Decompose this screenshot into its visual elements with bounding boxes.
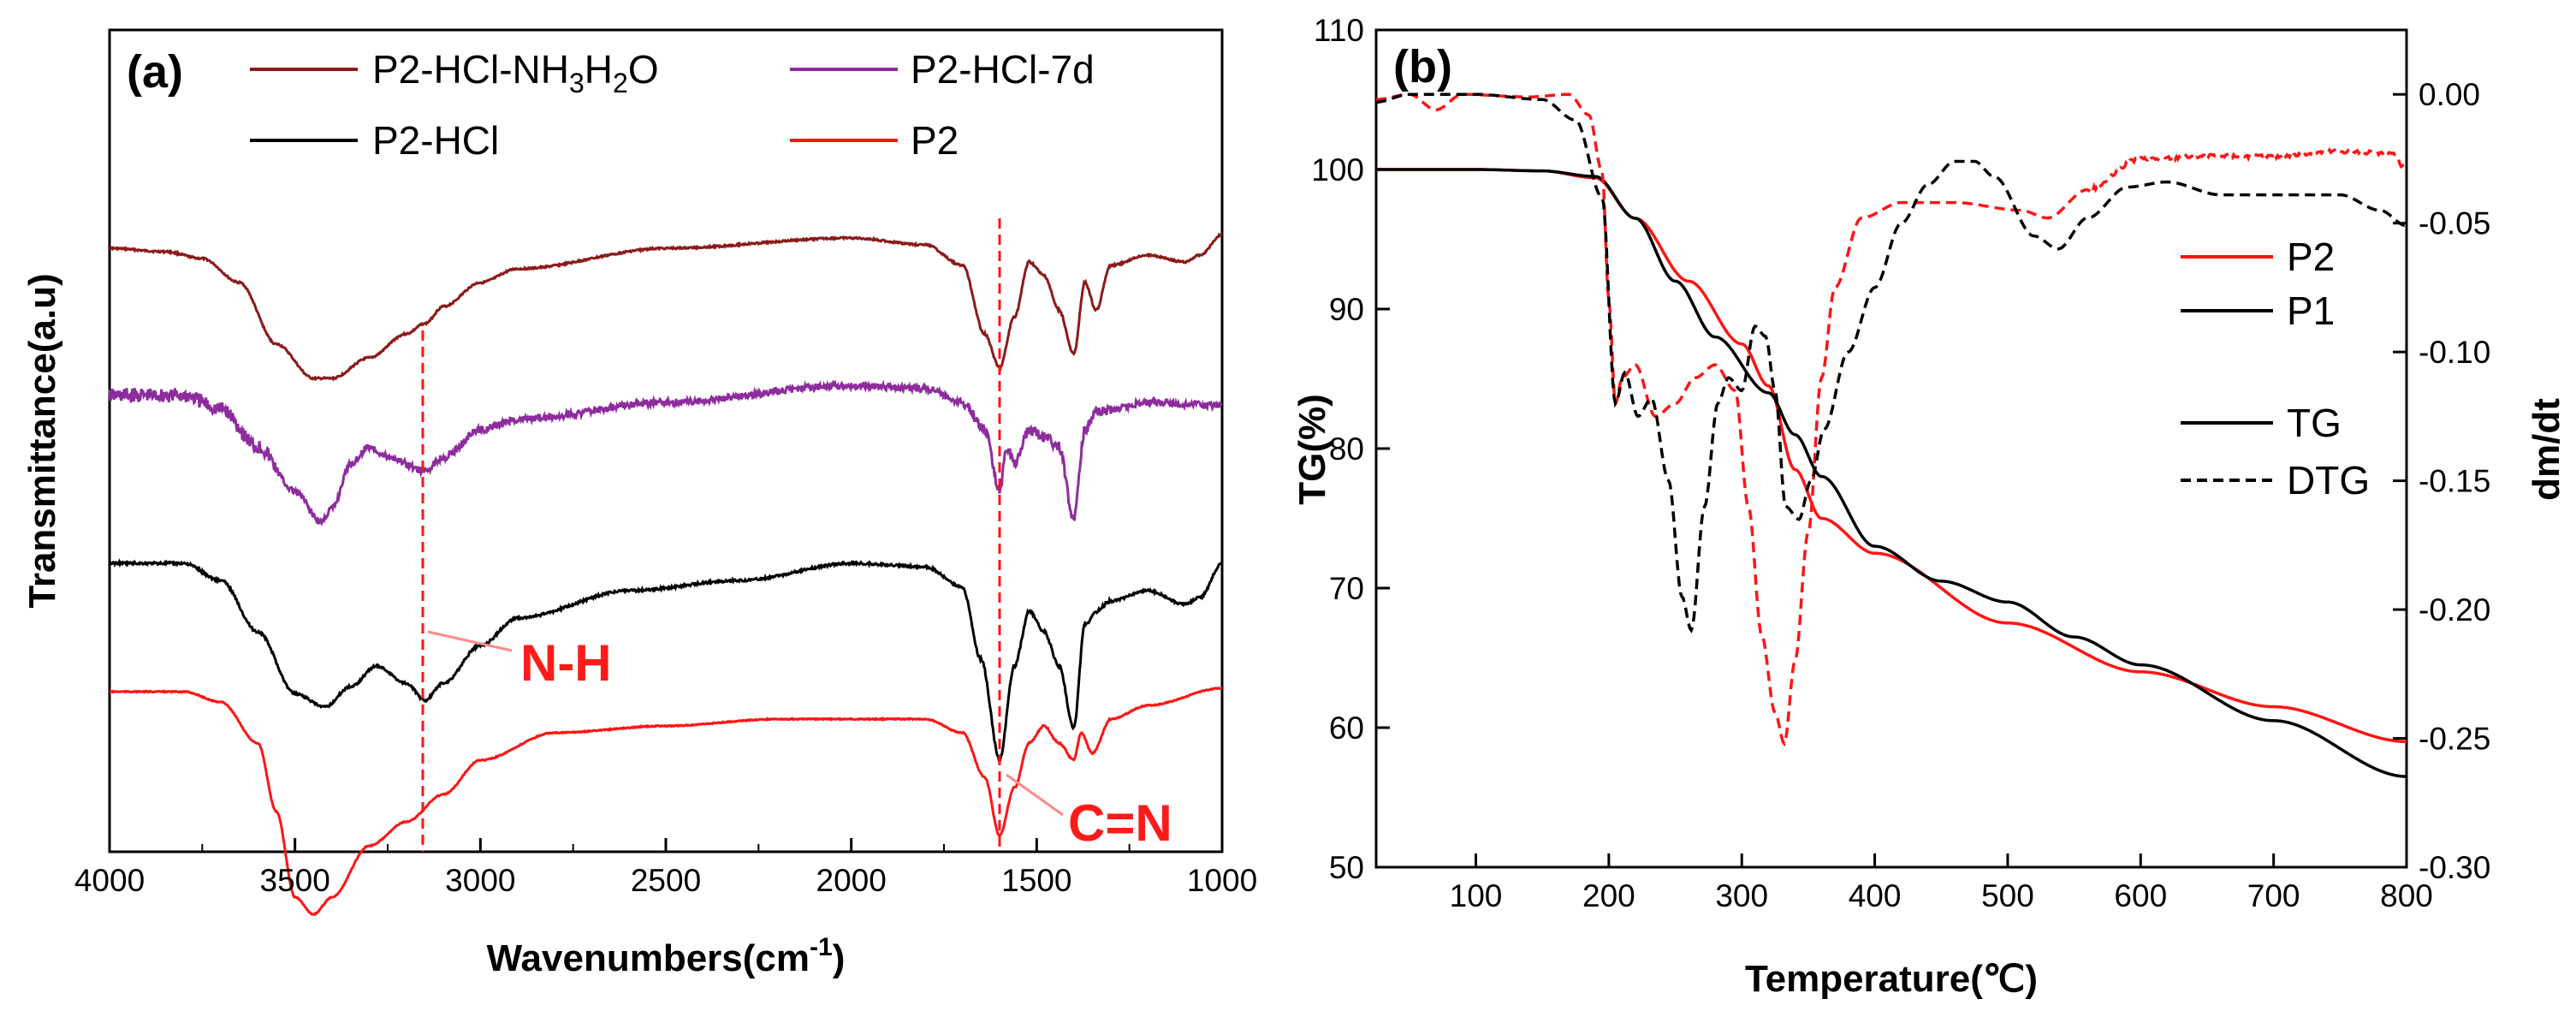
tga-y-tick-label: 110 — [1314, 13, 1364, 48]
ftir-panel: 4000 3500 3000 2500 2000 1500 1000 (a) P2-HCl-… — [21, 28, 1257, 979]
tga-y2-axis-title: dm/dt — [2526, 398, 2567, 501]
tga-series-p2-dtg — [1376, 92, 2407, 747]
tga-y-tick-label: 70 — [1329, 571, 1364, 606]
nh-annotation: N-H — [520, 634, 612, 692]
tga-series-group — [1375, 92, 2407, 778]
legend-label-p2-hcl-7d: P2-HCl-7d — [911, 47, 1095, 92]
legend-label-tga-p1: P1 — [2287, 288, 2335, 333]
tga-plot-frame — [1374, 28, 2408, 869]
legend-label-tg: TG — [2287, 401, 2342, 445]
ftir-legend: P2-HCl-NH3H2O P2-HCl-7d P2-HCl P2 — [250, 47, 1095, 163]
ftir-series-p2-hcl-7d — [108, 379, 1223, 526]
cn-annotation: C=N — [1068, 794, 1172, 852]
tga-y-ticks: 50 60 70 80 90 100 110 — [1311, 13, 1390, 885]
tga-y-tick-label: 100 — [1311, 152, 1364, 187]
tga-y2-tick-label: -0.25 — [2419, 722, 2490, 757]
cn-annotation-leader — [1006, 773, 1064, 817]
tga-series-p1-dtg — [1375, 92, 2407, 633]
tga-x-tick-label: 600 — [2114, 878, 2167, 913]
legend-label-tga-p2: P2 — [2287, 235, 2335, 279]
tga-x-tick-label: 300 — [1715, 878, 1768, 913]
tga-y-tick-label: 60 — [1329, 711, 1364, 746]
tga-series-p1-tg — [1376, 168, 2407, 778]
tga-x-tick-label: 800 — [2380, 878, 2433, 913]
ftir-x-tick-label: 1000 — [1187, 863, 1257, 898]
tga-y2-tick-label: -0.30 — [2419, 850, 2490, 885]
ftir-series-p2-hcl-nh3h2o — [109, 232, 1223, 382]
ftir-x-tick-label: 3000 — [445, 863, 515, 898]
tga-y-axis-title: TG(%) — [1291, 394, 1333, 505]
tga-y-tick-label: 90 — [1329, 292, 1364, 327]
tga-y2-tick-label: 0.00 — [2419, 77, 2480, 112]
tga-x-tick-label: 200 — [1582, 878, 1635, 913]
ftir-x-tick-label: 3500 — [260, 863, 330, 898]
tga-legend: P2 P1 TG DTG — [2181, 235, 2370, 503]
panel-b-label: (b) — [1393, 41, 1452, 92]
panel-a-label: (a) — [127, 46, 183, 98]
ftir-series-group — [108, 232, 1223, 917]
legend-label-p2-hcl: P2-HCl — [372, 118, 499, 163]
ftir-x-tick-label: 2000 — [816, 863, 887, 898]
tga-x-tick-label: 500 — [1981, 878, 2034, 913]
tga-y2-tick-label: -0.05 — [2419, 206, 2490, 241]
tga-x-tick-label: 400 — [1849, 878, 1902, 913]
ftir-plot-frame — [108, 28, 1224, 853]
legend-label-dtg: DTG — [2287, 458, 2370, 503]
ftir-x-tick-label: 4000 — [74, 863, 145, 898]
tga-x-tick-label: 700 — [2247, 878, 2300, 913]
ftir-x-tick-label: 1500 — [1001, 863, 1071, 898]
ftir-series-p2-hcl — [108, 558, 1223, 764]
ftir-x-tick-label: 2500 — [631, 863, 701, 898]
tga-x-ticks: 100 200 300 400 500 600 700 800 — [1450, 853, 2433, 913]
tga-y-tick-label: 80 — [1329, 431, 1364, 467]
legend-label-p2: P2 — [911, 118, 959, 163]
legend-label-p2-hcl-nh3h2o: P2-HCl-NH3H2O — [372, 47, 659, 98]
tga-y2-tick-label: -0.20 — [2419, 592, 2490, 627]
tga-y2-tick-label: -0.10 — [2419, 335, 2490, 370]
tga-y2-ticks: 0.00 -0.05 -0.10 -0.15 -0.20 -0.25 -0.30 — [2393, 77, 2490, 885]
tga-x-axis-title: Temperature(℃) — [1745, 958, 2038, 1000]
tga-y-tick-label: 50 — [1329, 850, 1364, 885]
ftir-y-axis-title: Transmittance(a.u) — [21, 273, 63, 608]
tga-panel: 100 200 300 400 500 600 700 800 50 60 70 80 90 100 11… — [1291, 13, 2567, 1000]
tga-y2-tick-label: -0.15 — [2419, 464, 2490, 499]
ftir-series-p2 — [109, 686, 1223, 917]
nh-annotation-leader — [427, 630, 513, 652]
tga-x-tick-label: 100 — [1450, 878, 1503, 913]
ftir-x-ticks: 4000 3500 3000 2500 2000 1500 1000 — [74, 838, 1257, 898]
ftir-x-axis-title: Wavenumbers(cm-1) — [487, 933, 846, 979]
